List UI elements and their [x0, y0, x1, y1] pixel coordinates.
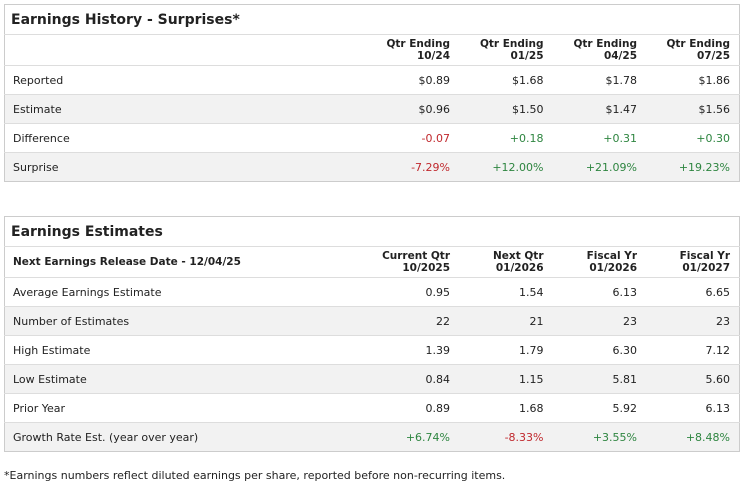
value-cell: +8.48% — [646, 422, 740, 452]
value-cell: 5.81 — [552, 364, 646, 394]
value-cell: 1.79 — [459, 335, 553, 365]
history-table: Earnings History - Surprises* Qtr Ending 1… — [4, 4, 740, 182]
row-label: Growth Rate Est. (year over year) — [4, 422, 366, 452]
value-cell: +12.00% — [459, 152, 553, 182]
row-label: Average Earnings Estimate — [4, 277, 366, 307]
value-cell: $0.89 — [365, 65, 459, 95]
header-line: Current Qtr — [382, 250, 450, 262]
header-line: Qtr Ending — [386, 38, 450, 50]
value-cell: $1.50 — [459, 94, 553, 124]
value-cell: 1.39 — [365, 335, 459, 365]
data-row: Estimate $0.96 $1.50 $1.47 $1.56 — [4, 94, 740, 124]
data-row: Prior Year 0.89 1.68 5.92 6.13 — [4, 393, 740, 423]
data-row: High Estimate 1.39 1.79 6.30 7.12 — [4, 335, 740, 365]
header-line: 01/25 — [510, 50, 544, 62]
value-cell: 1.54 — [459, 277, 553, 307]
value-cell: 5.92 — [552, 393, 646, 423]
row-label: Surprise — [4, 152, 366, 182]
header-cell: Next Earnings Release Date - 12/04/25 — [4, 246, 366, 278]
table-title: Earnings History - Surprises* — [11, 11, 240, 28]
value-cell: 6.13 — [646, 393, 740, 423]
value-cell: -8.33% — [459, 422, 553, 452]
history-panel: Earnings History - Surprises* Qtr Ending 1… — [4, 4, 740, 182]
title-row: Earnings Estimates — [5, 217, 740, 247]
data-row: Average Earnings Estimate 0.95 1.54 6.13 6.6… — [4, 277, 740, 307]
header-line: 01/2026 — [589, 262, 637, 274]
header-line: Fiscal Yr — [586, 250, 637, 262]
header-line: Fiscal Yr — [679, 250, 730, 262]
value-cell: $1.86 — [646, 65, 740, 95]
value-cell: 0.84 — [365, 364, 459, 394]
value-cell: 7.12 — [646, 335, 740, 365]
value-cell: 22 — [365, 306, 459, 336]
row-label: Difference — [4, 123, 366, 153]
header-line: 10/24 — [416, 50, 450, 62]
estimates-table: Earnings Estimates Next Earnings Release … — [4, 216, 740, 452]
footnote: *Earnings numbers reflect diluted earnin… — [4, 469, 506, 482]
header-line: Qtr Ending — [573, 38, 637, 50]
header-cell: Fiscal Yr 01/2026 — [552, 246, 646, 278]
header-cell: Next Qtr 01/2026 — [459, 246, 553, 278]
value-cell: 23 — [646, 306, 740, 336]
value-cell: +0.31 — [552, 123, 646, 153]
data-row: Number of Estimates 22 21 23 23 — [4, 306, 740, 336]
value-cell: 21 — [459, 306, 553, 336]
row-label: Number of Estimates — [4, 306, 366, 336]
data-row: Growth Rate Est. (year over year) +6.74% -… — [4, 422, 740, 452]
header-line: 01/2026 — [495, 262, 544, 274]
value-cell: 6.30 — [552, 335, 646, 365]
value-cell: 6.65 — [646, 277, 740, 307]
header-row: Next Earnings Release Date - 12/04/25 Cur… — [4, 246, 740, 278]
data-row: Low Estimate 0.84 1.15 5.81 5.60 — [4, 364, 740, 394]
value-cell: 23 — [552, 306, 646, 336]
data-row: Difference -0.07 +0.18 +0.31 +0.30 — [4, 123, 740, 153]
header-line: 01/2027 — [682, 262, 730, 274]
value-cell: +3.55% — [552, 422, 646, 452]
header-cell: Qtr Ending 04/25 — [552, 34, 646, 66]
header-line: 10/2025 — [402, 262, 450, 274]
row-label: Low Estimate — [4, 364, 366, 394]
value-cell: $1.68 — [459, 65, 553, 95]
header-line: Next Qtr — [493, 250, 544, 262]
header-cell: Qtr Ending 01/25 — [459, 34, 553, 66]
value-cell: +0.30 — [646, 123, 740, 153]
value-cell: 6.13 — [552, 277, 646, 307]
value-cell: +19.23% — [646, 152, 740, 182]
header-cell: Qtr Ending 10/24 — [365, 34, 459, 66]
value-cell: -7.29% — [365, 152, 459, 182]
row-label: High Estimate — [4, 335, 366, 365]
data-row: Surprise -7.29% +12.00% +21.09% +19.23% — [4, 152, 740, 182]
header-line: 07/25 — [696, 50, 730, 62]
value-cell: +0.18 — [459, 123, 553, 153]
row-label: Estimate — [4, 94, 366, 124]
header-cell: Qtr Ending 07/25 — [646, 34, 740, 66]
value-cell: +21.09% — [552, 152, 646, 182]
row-label: Prior Year — [4, 393, 366, 423]
header-cell — [4, 34, 366, 66]
header-line: Qtr Ending — [666, 38, 730, 50]
estimates-panel: Earnings Estimates Next Earnings Release … — [4, 216, 740, 452]
value-cell: $1.47 — [552, 94, 646, 124]
header-cell: Fiscal Yr 01/2027 — [646, 246, 740, 278]
value-cell: $1.78 — [552, 65, 646, 95]
value-cell: 1.68 — [459, 393, 553, 423]
value-cell: $1.56 — [646, 94, 740, 124]
header-line: 04/25 — [603, 50, 637, 62]
value-cell: 0.89 — [365, 393, 459, 423]
value-cell: 5.60 — [646, 364, 740, 394]
value-cell: 1.15 — [459, 364, 553, 394]
header-cell: Current Qtr 10/2025 — [365, 246, 459, 278]
value-cell: +6.74% — [365, 422, 459, 452]
table-title: Earnings Estimates — [11, 223, 163, 240]
value-cell: -0.07 — [365, 123, 459, 153]
header-row: Qtr Ending 10/24 Qtr Ending 01/25 Qtr Ending… — [4, 34, 740, 66]
value-cell: $0.96 — [365, 94, 459, 124]
header-line: Qtr Ending — [479, 38, 544, 50]
data-row: Reported $0.89 $1.68 $1.78 $1.86 — [4, 65, 740, 95]
title-row: Earnings History - Surprises* — [5, 5, 740, 35]
row-label: Reported — [4, 65, 366, 95]
value-cell: 0.95 — [365, 277, 459, 307]
